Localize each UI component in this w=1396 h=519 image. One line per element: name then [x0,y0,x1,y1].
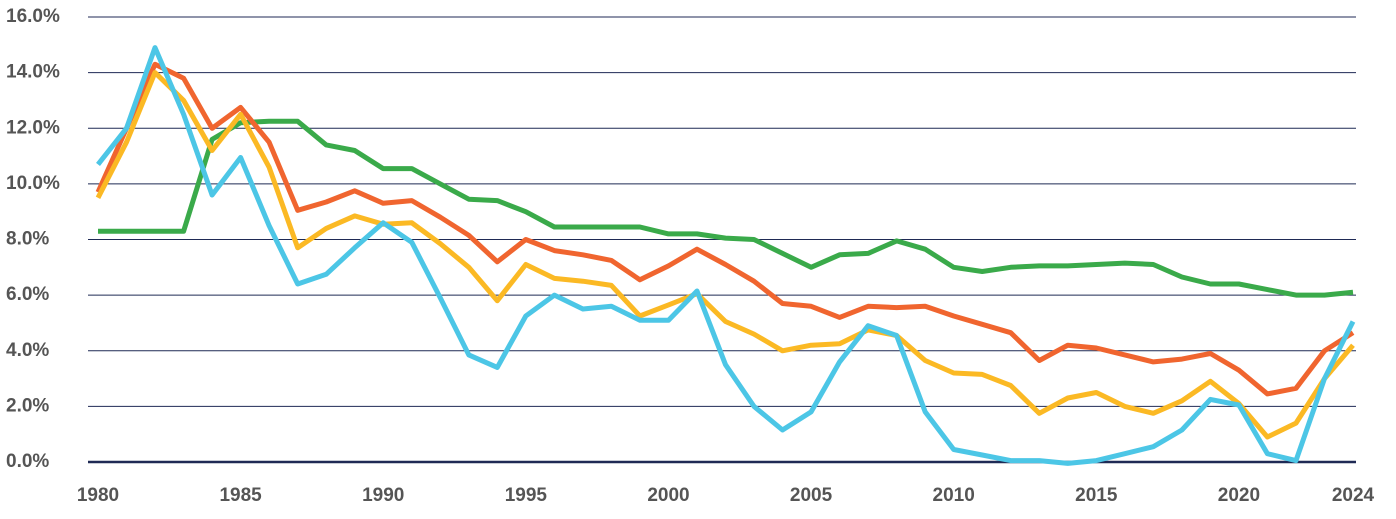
y-tick-label: 12.0% [6,117,60,138]
x-tick-label: 2024 [1332,485,1375,506]
series-line [96,45,1356,466]
x-tick-label: 1980 [77,485,119,506]
y-tick-label: 4.0% [6,340,49,361]
y-tick-label: 10.0% [6,173,60,194]
x-tick-label: 2000 [647,485,689,506]
x-tick-label: 2005 [790,485,833,506]
x-tick-label: 1995 [505,485,548,506]
y-tick-label: 16.0% [6,6,60,27]
x-tick-label: 1985 [219,485,262,506]
x-tick-label: 2015 [1075,485,1118,506]
y-tick-label: 2.0% [6,395,49,416]
y-tick-label: 0.0% [6,451,49,472]
x-tick-label: 2010 [933,485,975,506]
series-line [95,70,1355,440]
y-tick-label: 6.0% [6,284,49,305]
x-tick-label: 1990 [362,485,404,506]
y-tick-label: 8.0% [6,229,49,250]
series-line [98,118,1354,298]
series-line [95,61,1355,397]
y-tick-label: 14.0% [6,62,60,83]
x-tick-label: 2020 [1218,485,1260,506]
